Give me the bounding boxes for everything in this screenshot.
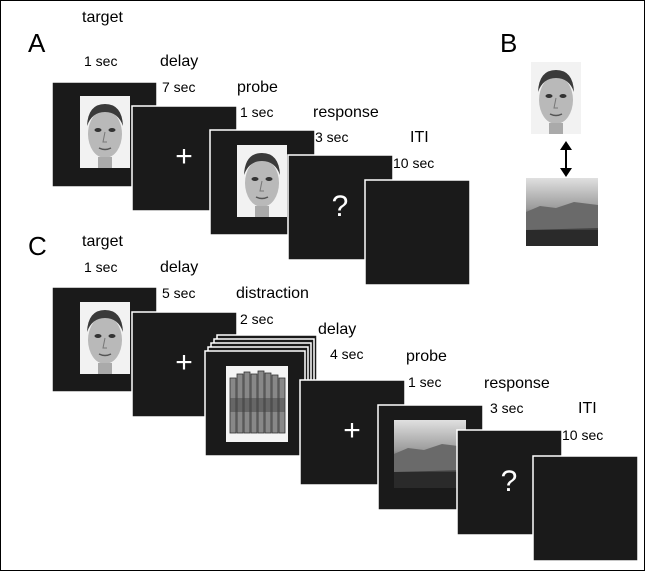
face-image <box>79 95 131 169</box>
step-duration: 1 sec <box>84 53 117 69</box>
step-duration: 3 sec <box>490 400 523 416</box>
face-image <box>236 144 288 218</box>
screen <box>364 179 471 286</box>
panel-label: A <box>28 28 46 58</box>
step-duration: 1 sec <box>84 259 117 275</box>
screen <box>532 455 639 562</box>
step-name: ITI <box>578 400 597 417</box>
step-name: response <box>313 104 379 121</box>
step-duration: 2 sec <box>240 311 273 327</box>
panel-label: C <box>28 231 47 261</box>
face-image <box>79 301 131 375</box>
step-name: distraction <box>236 285 309 302</box>
panel-label: B <box>500 28 517 58</box>
crayon-image <box>226 366 288 442</box>
step-name: target <box>82 233 123 250</box>
scene-image <box>394 420 466 488</box>
step-name: probe <box>237 79 278 96</box>
step-name: response <box>484 375 550 392</box>
step-name: delay <box>160 53 198 70</box>
fixation-cross: + <box>175 346 193 379</box>
step-duration: 3 sec <box>315 129 348 145</box>
step-duration: 1 sec <box>408 374 441 390</box>
step-name: delay <box>160 259 198 276</box>
step-duration: 5 sec <box>162 285 195 301</box>
step-duration: 1 sec <box>240 104 273 120</box>
step-duration: 7 sec <box>162 79 195 95</box>
double-arrow <box>560 141 572 177</box>
question-mark: ? <box>501 465 518 498</box>
fixation-cross: + <box>175 140 193 173</box>
step-duration: 10 sec <box>562 427 603 443</box>
step-name: probe <box>406 348 447 365</box>
step-name: delay <box>318 321 356 338</box>
step-duration: 4 sec <box>330 346 363 362</box>
step-name: ITI <box>410 129 429 146</box>
step-duration: 10 sec <box>393 155 434 171</box>
fixation-cross: + <box>343 414 361 447</box>
question-mark: ? <box>332 190 349 223</box>
scene-image <box>526 178 598 246</box>
step-name: target <box>82 9 123 26</box>
face-image <box>530 61 582 135</box>
